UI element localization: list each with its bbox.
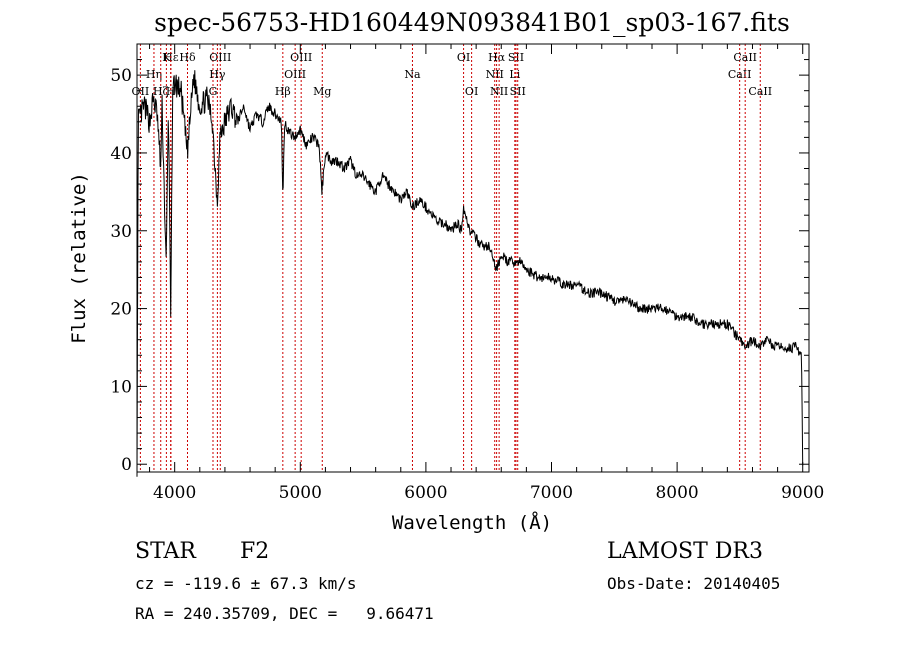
- line-marker-label: Hβ: [275, 85, 291, 98]
- line-marker-label: NII: [486, 68, 504, 81]
- line-marker-label: OI: [457, 51, 470, 64]
- line-marker-label: Hγ: [209, 68, 226, 81]
- ra-dec-coordinates: RA = 240.35709, DEC = 9.66471: [135, 604, 434, 623]
- line-marker-label: Hα: [488, 51, 506, 64]
- y-tick-label: 50: [110, 66, 132, 86]
- y-tick-label: 10: [110, 377, 132, 397]
- y-tick-label: 0: [121, 455, 132, 475]
- line-marker-label: SII: [510, 85, 526, 98]
- line-marker-label: OIII: [284, 68, 306, 81]
- x-tick-label: 6000: [404, 483, 447, 503]
- line-marker-label: Mg: [313, 85, 331, 98]
- redshift-cz: cz = -119.6 ± 67.3 km/s: [135, 574, 357, 593]
- observation-date: Obs-Date: 20140405: [607, 574, 781, 593]
- plot-frame: [136, 43, 810, 473]
- line-marker-label: NII: [490, 85, 508, 98]
- line-marker-label: H: [166, 85, 176, 98]
- object-class: STAR: [135, 539, 196, 564]
- y-tick-label: 20: [110, 300, 132, 320]
- line-marker-label: G: [209, 85, 218, 98]
- axes: 4000 5000 6000 7000 8000 9000 0 10 20 30 40 50: [110, 44, 824, 503]
- chart-title: spec-56753-HD160449N093841B01_sp03-167.f…: [154, 8, 790, 37]
- line-marker-label: K: [162, 51, 171, 64]
- line-marker-label: CaII: [733, 51, 757, 64]
- line-marker-label: Hη: [146, 68, 162, 81]
- x-tick-label: 4000: [153, 483, 196, 503]
- x-tick-label: 9000: [781, 483, 824, 503]
- survey-name: LAMOST DR3: [607, 539, 763, 564]
- object-subclass: F2: [240, 539, 270, 564]
- spectrum-line: [136, 70, 804, 477]
- x-tick-label: 8000: [655, 483, 698, 503]
- line-marker-label: SII: [508, 51, 524, 64]
- y-tick-label: 40: [110, 144, 132, 164]
- line-marker-label: OI: [465, 85, 478, 98]
- line-marker-label: Li: [509, 68, 520, 81]
- line-marker-label: OIII: [290, 51, 312, 64]
- line-marker-label: Hδ: [179, 51, 196, 64]
- x-axis-label: Wavelength (Å): [392, 511, 552, 534]
- y-axis-label: Flux (relative): [68, 172, 90, 344]
- spectrum-layer: [136, 70, 804, 477]
- y-tick-label: 30: [110, 222, 132, 242]
- line-marker-label: Hζ: [153, 85, 169, 98]
- line-marker-label: Na: [404, 68, 421, 81]
- line-marker-label: OIII: [209, 51, 231, 64]
- x-tick-label: 5000: [279, 483, 322, 503]
- line-marker-label: CaII: [728, 68, 752, 81]
- x-tick-label: 7000: [530, 483, 573, 503]
- line-marker-label: OII: [132, 85, 150, 98]
- line-marker-label: CaII: [748, 85, 772, 98]
